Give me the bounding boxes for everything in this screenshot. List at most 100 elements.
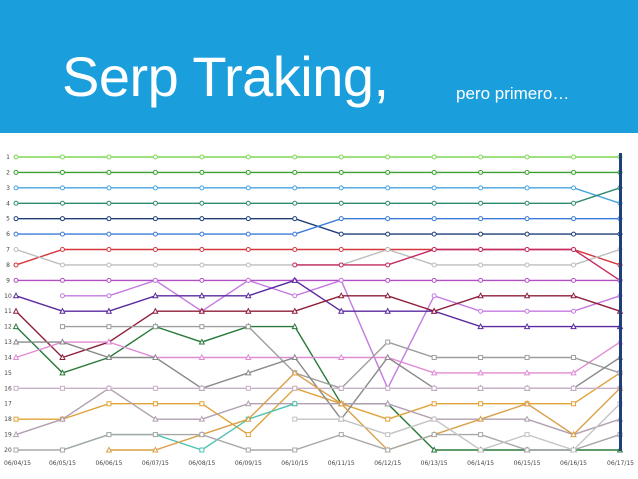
data-point xyxy=(571,385,577,391)
y-tick-label: 5 xyxy=(6,216,10,223)
data-point xyxy=(385,247,391,253)
data-point xyxy=(431,432,437,438)
series-line xyxy=(294,248,621,281)
data-point xyxy=(152,432,158,438)
slide-subtitle: pero primero… xyxy=(456,84,570,103)
y-tick-label: 16 xyxy=(4,385,12,392)
data-point xyxy=(291,353,298,360)
series-4 xyxy=(13,185,623,206)
data-point xyxy=(571,401,577,407)
data-point xyxy=(477,369,484,376)
data-point xyxy=(106,385,112,391)
data-point xyxy=(338,400,345,407)
data-point xyxy=(152,385,158,391)
data-point xyxy=(59,324,65,330)
x-tick-label: 06/10/15 xyxy=(281,460,308,467)
data-point xyxy=(245,185,251,191)
data-point xyxy=(245,154,251,160)
data-point xyxy=(105,338,113,345)
data-point xyxy=(13,247,19,253)
data-point xyxy=(59,216,65,222)
data-point xyxy=(245,385,251,391)
data-point xyxy=(478,447,484,453)
data-point xyxy=(152,200,158,206)
data-point xyxy=(152,307,159,314)
data-point xyxy=(478,432,484,438)
data-point xyxy=(292,262,298,268)
data-point xyxy=(59,338,66,345)
data-point xyxy=(292,185,298,191)
data-point xyxy=(245,369,252,376)
data-point xyxy=(13,277,19,283)
data-point xyxy=(106,293,112,299)
series-line xyxy=(16,372,621,436)
data-point xyxy=(59,353,66,360)
series-8 xyxy=(13,247,623,268)
data-point xyxy=(152,353,159,360)
data-point xyxy=(13,447,19,453)
y-tick-label: 12 xyxy=(4,324,12,331)
data-point xyxy=(338,292,345,299)
data-point xyxy=(571,200,577,206)
data-point xyxy=(524,200,530,206)
x-tick-label: 06/15/15 xyxy=(514,460,541,467)
data-point xyxy=(571,308,577,314)
data-point xyxy=(338,231,344,237)
data-point xyxy=(338,416,344,422)
data-point xyxy=(524,154,530,160)
series-layer xyxy=(12,154,624,453)
y-tick-label: 13 xyxy=(4,339,12,346)
data-point xyxy=(106,262,112,268)
data-point xyxy=(152,277,158,283)
data-point xyxy=(59,293,65,299)
series-7 xyxy=(13,247,623,268)
data-point xyxy=(431,231,437,237)
data-point xyxy=(59,154,65,160)
data-point xyxy=(524,277,530,283)
data-point xyxy=(59,262,65,268)
data-point xyxy=(59,247,65,253)
x-tick-label: 06/17/15 xyxy=(607,460,634,467)
y-tick-label: 14 xyxy=(4,354,12,361)
data-point xyxy=(292,169,298,175)
data-point xyxy=(245,307,252,314)
data-point xyxy=(59,385,65,391)
data-point xyxy=(571,447,577,453)
data-point xyxy=(478,185,484,191)
data-point xyxy=(12,430,20,438)
data-point xyxy=(524,385,530,391)
data-point xyxy=(477,292,484,299)
data-point xyxy=(199,262,205,268)
series-line xyxy=(15,341,621,374)
data-point xyxy=(338,200,344,206)
data-point xyxy=(12,353,20,360)
data-point xyxy=(199,200,205,206)
data-point xyxy=(385,262,391,268)
data-point xyxy=(385,169,391,175)
y-tick-label: 2 xyxy=(6,169,10,176)
data-point xyxy=(384,353,391,360)
data-point xyxy=(523,415,531,422)
y-tick-label: 18 xyxy=(4,416,12,423)
data-point xyxy=(292,401,298,407)
data-point xyxy=(106,185,112,191)
data-point xyxy=(245,200,251,206)
data-point xyxy=(106,401,112,407)
data-point xyxy=(430,307,438,314)
x-tick-label: 06/14/15 xyxy=(467,460,494,467)
data-point xyxy=(523,292,531,299)
data-point xyxy=(431,401,437,407)
data-point xyxy=(524,432,530,438)
data-point xyxy=(478,262,484,268)
data-point xyxy=(524,231,530,237)
data-point xyxy=(571,185,577,191)
data-point xyxy=(106,324,112,330)
x-tick-label: 06/04/15 xyxy=(4,460,31,467)
series-21 xyxy=(59,401,298,453)
data-point xyxy=(430,369,438,376)
y-tick-label: 17 xyxy=(4,401,12,408)
data-point xyxy=(245,262,251,268)
data-point xyxy=(384,292,391,299)
data-point xyxy=(292,231,298,237)
